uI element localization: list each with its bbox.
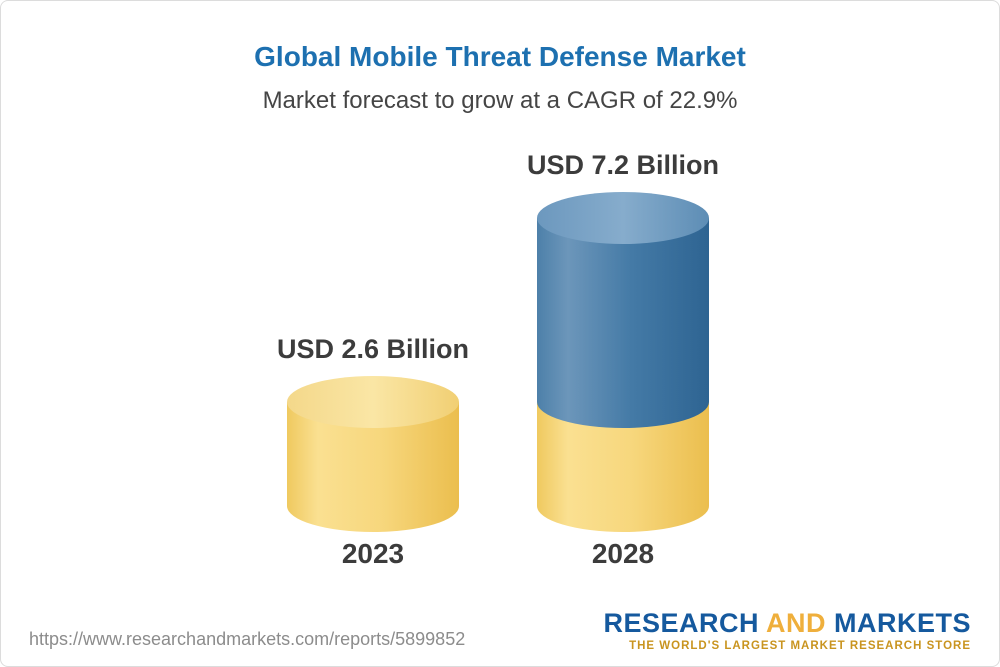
bar-2028 — [537, 192, 709, 532]
value-label-2023: USD 2.6 Billion — [276, 334, 470, 364]
logo-word-and: AND — [765, 608, 826, 638]
value-label-2028: USD 7.2 Billion — [526, 150, 720, 180]
page-title: Global Mobile Threat Defense Market — [254, 41, 746, 72]
bar-2023-top-ellipse — [287, 376, 459, 428]
bar-2023 — [287, 376, 459, 532]
bar-2028-top-ellipse — [537, 192, 709, 244]
logo-word-research: RESEARCH — [603, 608, 759, 638]
footer: https://www.researchandmarkets.com/repor… — [1, 609, 999, 652]
category-label-2023: 2023 — [341, 538, 405, 569]
research-and-markets-logo: RESEARCH AND MARKETS THE WORLD'S LARGEST… — [603, 609, 971, 652]
source-url-link[interactable]: https://www.researchandmarkets.com/repor… — [29, 629, 466, 649]
logo-word-markets: MARKETS — [834, 608, 971, 638]
bar-2028-growth-segment — [537, 218, 709, 402]
category-label-2028: 2028 — [591, 538, 655, 569]
logo-wordmark: RESEARCH AND MARKETS — [603, 609, 971, 637]
page-subtitle: Market forecast to grow at a CAGR of 22.… — [262, 87, 738, 114]
logo-tagline: THE WORLD'S LARGEST MARKET RESEARCH STOR… — [629, 640, 971, 652]
